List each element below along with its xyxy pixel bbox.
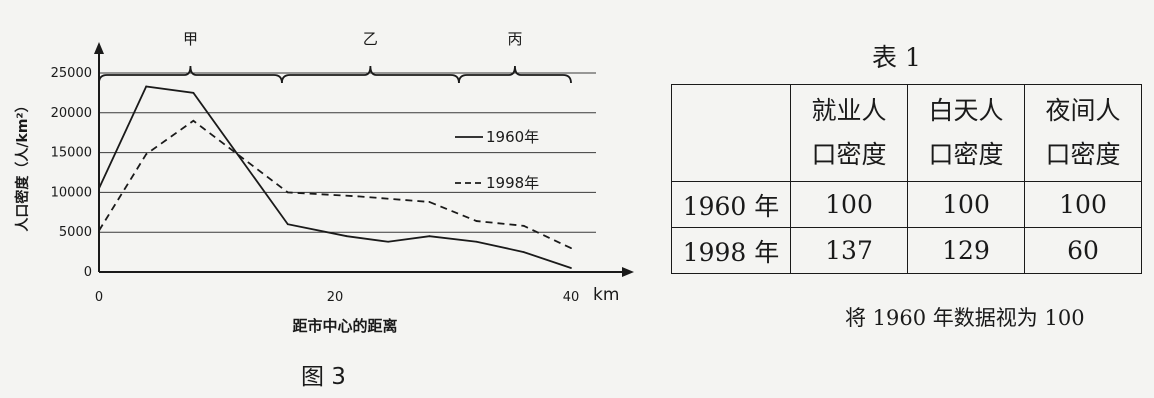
zone-label: 甲 (183, 30, 198, 48)
data-point (428, 235, 431, 238)
density-table: 就业人 口密度 白天人 口密度 夜间人 口密度 1960 年 100 100 1… (671, 84, 1142, 274)
table-col-header: 夜间人 口密度 (1024, 84, 1142, 182)
x-axis-unit: km (593, 285, 619, 305)
data-point (475, 240, 478, 243)
figure-caption: 图 3 (301, 364, 346, 390)
x-tick-label: 0 (95, 290, 103, 305)
table-header-row: 就业人 口密度 白天人 口密度 夜间人 口密度 (671, 84, 1142, 182)
table-row: 1960 年 100 100 100 (671, 181, 1142, 228)
data-point (357, 195, 360, 198)
data-point (570, 267, 572, 269)
table-title: 表 1 (872, 43, 921, 72)
x-tick-label: 20 (327, 290, 344, 305)
zone-brace (98, 65, 283, 84)
y-tick-label: 25000 (51, 66, 92, 81)
table-row: 1998 年 137 129 60 (671, 227, 1142, 274)
data-point (475, 220, 478, 222)
table-row-label: 1998 年 (671, 227, 791, 274)
table-cell: 100 (907, 181, 1025, 228)
data-point (570, 247, 572, 250)
data-point (522, 224, 525, 227)
zone-label: 乙 (363, 30, 378, 48)
zone-brace-layer: 甲乙丙 (98, 30, 572, 84)
y-tick-label: 10000 (51, 185, 92, 200)
series-line-1960年 (98, 85, 572, 269)
zone-label: 丙 (507, 30, 522, 48)
zone-brace (281, 65, 460, 84)
table-cell: 137 (790, 227, 908, 274)
data-point (192, 92, 195, 94)
population-density-chart: 甲 乙 丙 0 5000 10000 15000 20000 25000 0 20 40 km 距市中心… (14, 30, 634, 335)
y-tick-label: 20000 (51, 106, 92, 121)
table-corner-cell (671, 84, 791, 182)
zone-brace (458, 65, 572, 84)
table-cell: 129 (907, 227, 1025, 274)
data-point (522, 251, 525, 254)
table-col-header: 白天人 口密度 (907, 84, 1025, 182)
table-note: 将 1960 年数据视为 100 (845, 306, 1085, 330)
x-tick-label: 40 (563, 290, 580, 305)
data-point (145, 153, 148, 156)
table-row-label: 1960 年 (671, 181, 791, 228)
x-axis-arrow (622, 267, 634, 277)
series-layer (98, 85, 572, 269)
x-axis-title: 距市中心的距离 (292, 317, 397, 335)
grid-layer (99, 72, 596, 233)
table-col-header: 就业人 口密度 (790, 84, 908, 182)
table-cell: 100 (790, 181, 908, 228)
table-cell: 100 (1024, 181, 1142, 228)
legend-label: 1998年 (486, 174, 539, 192)
legend-label: 1960年 (486, 128, 539, 146)
data-point (286, 223, 289, 226)
data-point (387, 240, 389, 243)
legend: 1960年 1998年 (455, 128, 539, 192)
data-point (192, 119, 195, 122)
table-cell: 60 (1024, 227, 1142, 274)
y-tick-label: 5000 (59, 225, 92, 240)
axis-layer: 0 5000 10000 15000 20000 25000 0 20 40 km 距市中心的距离 人… (14, 42, 634, 335)
y-axis-title: 人口密度（人/km²） (14, 98, 31, 231)
y-tick-label: 0 (84, 265, 92, 280)
data-point (145, 85, 148, 88)
data-point (428, 201, 431, 203)
y-tick-label: 15000 (51, 146, 92, 161)
y-axis-arrow (94, 42, 104, 54)
data-point (286, 191, 289, 194)
data-point (345, 235, 348, 238)
